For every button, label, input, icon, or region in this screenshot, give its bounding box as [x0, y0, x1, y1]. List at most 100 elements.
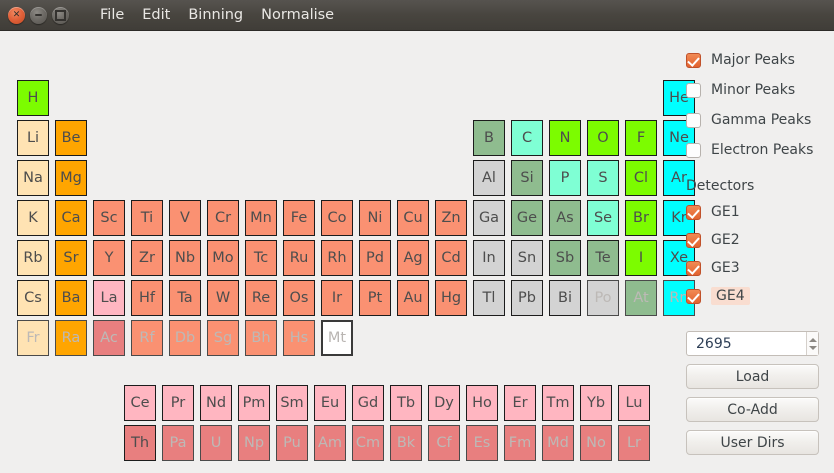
element-pm[interactable]: Pm: [238, 385, 270, 421]
element-cl[interactable]: Cl: [625, 160, 657, 196]
user-dirs-button[interactable]: User Dirs: [686, 430, 819, 455]
element-ho[interactable]: Ho: [466, 385, 498, 421]
element-mo[interactable]: Mo: [207, 240, 239, 276]
element-re[interactable]: Re: [245, 280, 277, 316]
element-n[interactable]: N: [549, 120, 581, 156]
stepper-up-icon[interactable]: [808, 337, 817, 342]
element-ge[interactable]: Ge: [511, 200, 543, 236]
element-be[interactable]: Be: [55, 120, 87, 156]
element-cu[interactable]: Cu: [397, 200, 429, 236]
element-b[interactable]: B: [473, 120, 505, 156]
element-br[interactable]: Br: [625, 200, 657, 236]
element-ba[interactable]: Ba: [55, 280, 87, 316]
element-tb[interactable]: Tb: [390, 385, 422, 421]
element-w[interactable]: W: [207, 280, 239, 316]
element-y[interactable]: Y: [93, 240, 125, 276]
element-bi[interactable]: Bi: [549, 280, 581, 316]
element-in[interactable]: In: [473, 240, 505, 276]
element-ce[interactable]: Ce: [124, 385, 156, 421]
element-v[interactable]: V: [169, 200, 201, 236]
element-ca[interactable]: Ca: [55, 200, 87, 236]
element-cr[interactable]: Cr: [207, 200, 239, 236]
element-lu[interactable]: Lu: [618, 385, 650, 421]
element-rb[interactable]: Rb: [17, 240, 49, 276]
element-co[interactable]: Co: [321, 200, 353, 236]
element-er[interactable]: Er: [504, 385, 536, 421]
element-p[interactable]: P: [549, 160, 581, 196]
element-f[interactable]: F: [625, 120, 657, 156]
element-tl[interactable]: Tl: [473, 280, 505, 316]
detector-ge1-row[interactable]: GE1: [686, 202, 740, 222]
element-al[interactable]: Al: [473, 160, 505, 196]
element-ar[interactable]: Ar: [663, 160, 695, 196]
element-pb[interactable]: Pb: [511, 280, 543, 316]
element-k[interactable]: K: [17, 200, 49, 236]
element-sc[interactable]: Sc: [93, 200, 125, 236]
element-ir[interactable]: Ir: [321, 280, 353, 316]
menu-file[interactable]: File: [100, 7, 125, 23]
checkbox-checked-icon[interactable]: [686, 204, 701, 220]
checkbox-checked-icon[interactable]: [686, 52, 701, 68]
peak-option-major-row[interactable]: Major Peaks: [686, 50, 795, 70]
checkbox-unchecked-icon[interactable]: [686, 112, 701, 128]
element-mt[interactable]: Mt: [321, 320, 353, 356]
element-au[interactable]: Au: [397, 280, 429, 316]
detector-ge3-row[interactable]: GE3: [686, 258, 740, 278]
element-sn[interactable]: Sn: [511, 240, 543, 276]
element-tc[interactable]: Tc: [245, 240, 277, 276]
element-ga[interactable]: Ga: [473, 200, 505, 236]
element-sb[interactable]: Sb: [549, 240, 581, 276]
peak-option-electron-row[interactable]: Electron Peaks: [686, 140, 813, 160]
co-add-button[interactable]: Co-Add: [686, 397, 819, 422]
maximize-icon[interactable]: [52, 6, 69, 24]
element-sm[interactable]: Sm: [276, 385, 308, 421]
menu-normalise[interactable]: Normalise: [261, 7, 335, 23]
element-ru[interactable]: Ru: [283, 240, 315, 276]
detector-ge4-row[interactable]: GE4: [686, 286, 750, 306]
checkbox-checked-icon[interactable]: [686, 232, 701, 248]
element-si[interactable]: Si: [511, 160, 543, 196]
element-cs[interactable]: Cs: [17, 280, 49, 316]
element-hf[interactable]: Hf: [131, 280, 163, 316]
run-number-input[interactable]: [694, 334, 806, 353]
stepper-arrows[interactable]: [806, 332, 818, 355]
element-na[interactable]: Na: [17, 160, 49, 196]
stepper-down-icon[interactable]: [808, 345, 817, 350]
element-pt[interactable]: Pt: [359, 280, 391, 316]
detector-ge2-row[interactable]: GE2: [686, 230, 740, 250]
element-ta[interactable]: Ta: [169, 280, 201, 316]
element-mn[interactable]: Mn: [245, 200, 277, 236]
close-icon[interactable]: ✕: [8, 6, 25, 24]
element-dy[interactable]: Dy: [428, 385, 460, 421]
element-gd[interactable]: Gd: [352, 385, 384, 421]
element-sr[interactable]: Sr: [55, 240, 87, 276]
element-cd[interactable]: Cd: [435, 240, 467, 276]
element-tm[interactable]: Tm: [542, 385, 574, 421]
element-eu[interactable]: Eu: [314, 385, 346, 421]
element-fe[interactable]: Fe: [283, 200, 315, 236]
element-o[interactable]: O: [587, 120, 619, 156]
element-li[interactable]: Li: [17, 120, 49, 156]
element-hg[interactable]: Hg: [435, 280, 467, 316]
element-pd[interactable]: Pd: [359, 240, 391, 276]
peak-option-gamma-row[interactable]: Gamma Peaks: [686, 110, 811, 130]
element-s[interactable]: S: [587, 160, 619, 196]
minimize-icon[interactable]: [30, 6, 47, 24]
element-as[interactable]: As: [549, 200, 581, 236]
checkbox-unchecked-icon[interactable]: [686, 142, 701, 158]
element-mg[interactable]: Mg: [55, 160, 87, 196]
element-pr[interactable]: Pr: [162, 385, 194, 421]
element-se[interactable]: Se: [587, 200, 619, 236]
checkbox-unchecked-icon[interactable]: [686, 82, 701, 98]
element-zr[interactable]: Zr: [131, 240, 163, 276]
checkbox-checked-icon[interactable]: [686, 260, 701, 276]
element-h[interactable]: H: [17, 80, 49, 116]
element-th[interactable]: Th: [124, 425, 156, 461]
element-yb[interactable]: Yb: [580, 385, 612, 421]
run-number-stepper[interactable]: [686, 331, 819, 356]
menu-edit[interactable]: Edit: [142, 7, 171, 23]
element-c[interactable]: C: [511, 120, 543, 156]
element-ag[interactable]: Ag: [397, 240, 429, 276]
checkbox-checked-icon[interactable]: [686, 288, 701, 304]
element-i[interactable]: I: [625, 240, 657, 276]
